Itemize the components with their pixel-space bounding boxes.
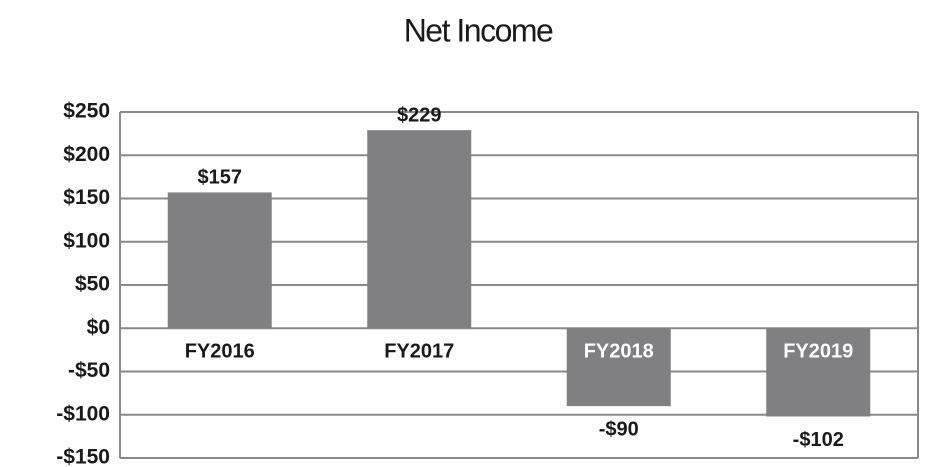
y-tick-label: $150 [63, 186, 110, 209]
y-tick-label: -$50 [68, 359, 110, 382]
y-tick-label: $100 [63, 229, 110, 252]
y-tick-label: $50 [75, 273, 110, 296]
chart-title: Net Income [404, 12, 553, 48]
y-tick-label: -$150 [56, 446, 110, 467]
value-label: $157 [198, 167, 243, 189]
bar [367, 130, 472, 329]
x-tick-label: FY2018 [584, 341, 654, 363]
x-tick-label: FY2017 [384, 341, 454, 363]
x-tick-label: FY2016 [185, 341, 255, 363]
y-tick-label: -$100 [56, 402, 110, 425]
y-tick-label: $250 [63, 100, 110, 123]
value-label: $229 [397, 104, 442, 126]
value-label: -$102 [793, 429, 844, 451]
bar [566, 328, 671, 407]
x-tick-label: FY2019 [783, 341, 853, 363]
y-tick-label: $200 [63, 143, 110, 166]
bar [766, 328, 871, 417]
bar [167, 192, 272, 329]
y-tick-label: $0 [87, 316, 110, 339]
value-label: -$90 [599, 418, 639, 440]
